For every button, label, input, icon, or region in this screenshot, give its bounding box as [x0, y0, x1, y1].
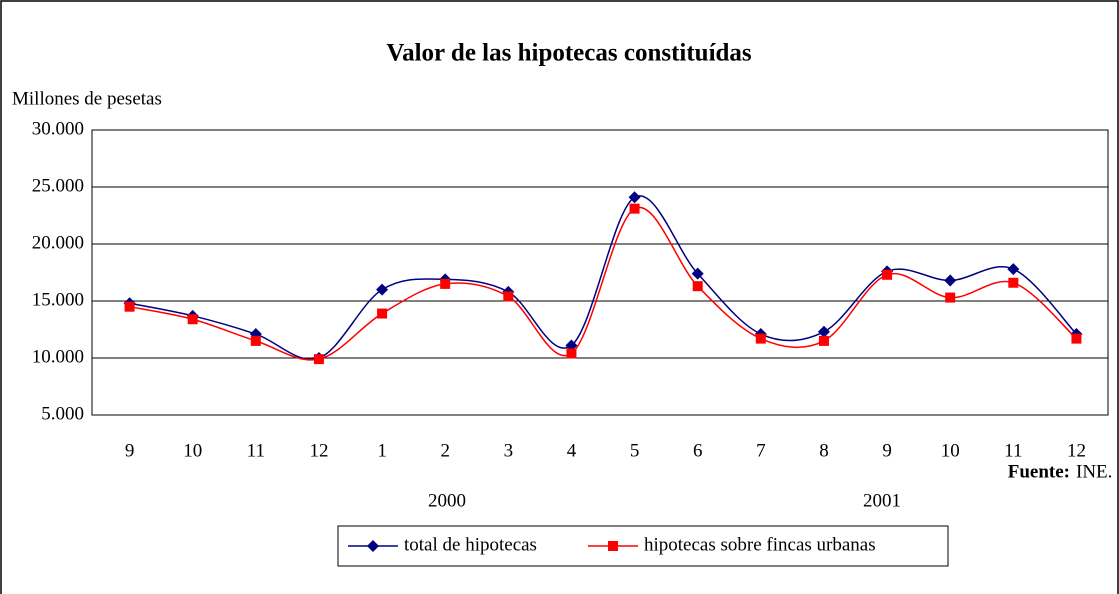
y-tick-label: 25.000	[32, 175, 84, 196]
data-point	[440, 278, 451, 289]
y-tick-label: 30.000	[32, 118, 84, 139]
data-point	[945, 292, 956, 303]
legend-label: hipotecas sobre fincas urbanas	[644, 534, 876, 555]
data-point	[691, 267, 704, 280]
source: INE.	[1076, 461, 1112, 482]
data-point	[629, 203, 640, 214]
x-tick-label: 2	[440, 440, 450, 461]
y-axis-label: Millones de pesetas	[12, 88, 162, 109]
x-tick-label: 11	[1004, 440, 1022, 461]
y-tick-label: 5.000	[41, 403, 84, 424]
chart-title: Valor de las hipotecas constituídas	[386, 40, 752, 67]
data-point	[503, 291, 514, 302]
data-point	[376, 283, 389, 296]
data-point	[313, 354, 324, 365]
y-tick-label: 15.000	[32, 289, 84, 310]
x-tick-label: 9	[125, 440, 135, 461]
source-label: Fuente:	[1008, 461, 1070, 482]
year-label: 2000	[428, 490, 466, 511]
series-line	[129, 195, 1077, 361]
x-tick-label: 1	[377, 440, 387, 461]
data-point	[566, 348, 577, 359]
data-point	[882, 269, 893, 280]
x-tick-label: 7	[756, 440, 766, 461]
data-point	[818, 335, 829, 346]
data-point	[1007, 263, 1020, 276]
y-tick-label: 20.000	[32, 232, 84, 253]
x-tick-label: 10	[941, 440, 960, 461]
data-point	[250, 335, 261, 346]
x-tick-label: 12	[1067, 440, 1086, 461]
x-tick-label: 10	[183, 440, 202, 461]
data-point	[692, 281, 703, 292]
x-tick-label: 12	[309, 440, 328, 461]
data-point	[124, 301, 135, 312]
legend-marker	[608, 541, 618, 551]
x-tick-label: 9	[882, 440, 892, 461]
x-tick-label: 6	[693, 440, 703, 461]
data-point	[1071, 333, 1082, 344]
data-point	[187, 314, 198, 325]
data-point	[944, 274, 957, 287]
x-tick-label: 4	[567, 440, 577, 461]
data-point	[377, 308, 388, 319]
plot-area	[91, 129, 1109, 416]
legend-label: total de hipotecas	[404, 534, 537, 555]
y-tick-label: 10.000	[32, 346, 84, 367]
x-tick-label: 5	[630, 440, 640, 461]
legend-marker	[367, 540, 379, 552]
data-point	[755, 333, 766, 344]
x-tick-label: 3	[504, 440, 514, 461]
data-point	[817, 325, 830, 338]
x-tick-label: 8	[819, 440, 829, 461]
data-point	[628, 191, 641, 204]
legend-box	[337, 525, 949, 567]
data-point	[1008, 277, 1019, 288]
x-tick-label: 11	[247, 440, 265, 461]
series-line	[129, 206, 1077, 361]
year-label: 2001	[863, 490, 901, 511]
